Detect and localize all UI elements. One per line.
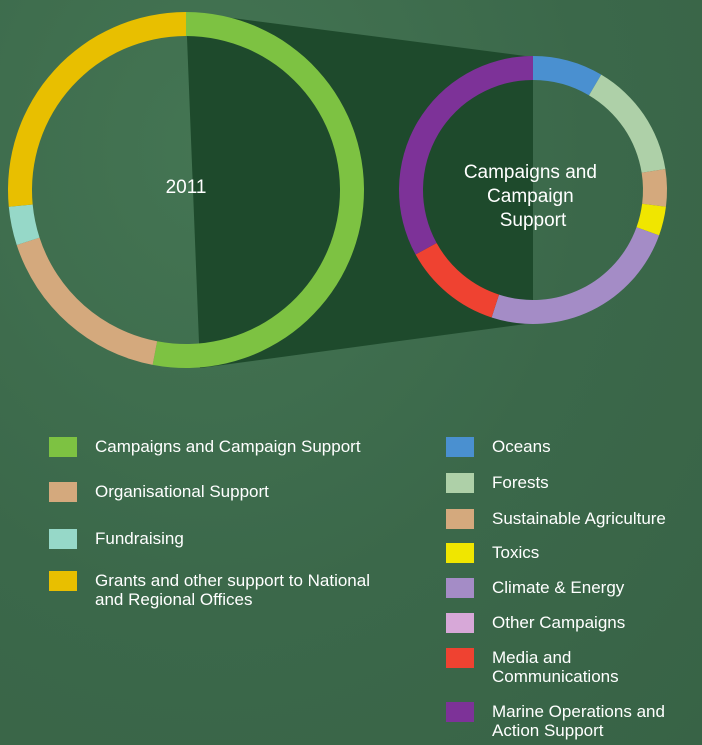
donut-slice <box>641 169 667 207</box>
donut-slice <box>533 56 602 96</box>
legend-item: Toxics <box>446 543 702 563</box>
donut-slice <box>8 12 186 207</box>
legend-item: Oceans <box>446 437 702 457</box>
donut-slice <box>415 242 500 318</box>
legend-swatch <box>446 648 474 668</box>
legend-item: Forests <box>446 473 702 493</box>
legend-swatch <box>49 482 77 502</box>
donut-slice <box>588 74 666 173</box>
detail-center-line: Support <box>500 210 567 231</box>
donut-slice <box>8 204 40 246</box>
legend-swatch <box>49 437 77 457</box>
donut-slice <box>491 227 660 324</box>
detail-center-line: Campaigns and <box>464 162 597 183</box>
donut-main <box>8 12 364 368</box>
legend-label: Toxics <box>492 543 540 562</box>
donut-slice <box>16 237 158 365</box>
legend-label: Fundraising <box>95 529 184 548</box>
legend-item: Organisational Support <box>49 482 379 502</box>
legend-label: Other Campaigns <box>492 613 626 632</box>
detail-center-line: Campaign <box>487 186 574 207</box>
legend-label: Oceans <box>492 437 551 456</box>
legend-item: Marine Operations and Action Support <box>446 702 702 740</box>
legend-label: Media and Communications <box>492 648 619 686</box>
legend-label: Marine Operations and Action Support <box>492 702 665 740</box>
legend-label: Campaigns and Campaign Support <box>95 437 361 456</box>
donut-slice <box>636 203 666 236</box>
legend-item: Sustainable Agriculture <box>446 509 702 529</box>
legend-swatch <box>446 613 474 633</box>
legend-item: Media and Communications <box>446 648 702 686</box>
legend-label: Organisational Support <box>95 482 269 501</box>
legend-item: Campaigns and Campaign Support <box>49 437 379 457</box>
legend-item: Other Campaigns <box>446 613 702 633</box>
legend-item: Climate & Energy <box>446 578 702 598</box>
donut-detail <box>399 56 667 324</box>
legend-swatch <box>446 473 474 493</box>
legend-swatch <box>446 702 474 722</box>
legend-swatch <box>446 509 474 529</box>
legend-label: Climate & Energy <box>492 578 625 597</box>
donut-slice <box>399 56 533 255</box>
legend-swatch <box>446 437 474 457</box>
legend-label: Forests <box>492 473 549 492</box>
legend-item: Fundraising <box>49 529 379 549</box>
legend-swatch <box>446 578 474 598</box>
legend-label: Grants and other support to National and… <box>95 571 370 609</box>
main-center-label: 2011 <box>166 177 207 198</box>
legend-item: Grants and other support to National and… <box>49 571 379 609</box>
legend-swatch <box>446 543 474 563</box>
legend-label: Sustainable Agriculture <box>492 509 666 528</box>
legend-swatch <box>49 529 77 549</box>
detail-center-label: Campaigns and Campaign Support <box>464 162 602 231</box>
legend-swatch <box>49 571 77 591</box>
